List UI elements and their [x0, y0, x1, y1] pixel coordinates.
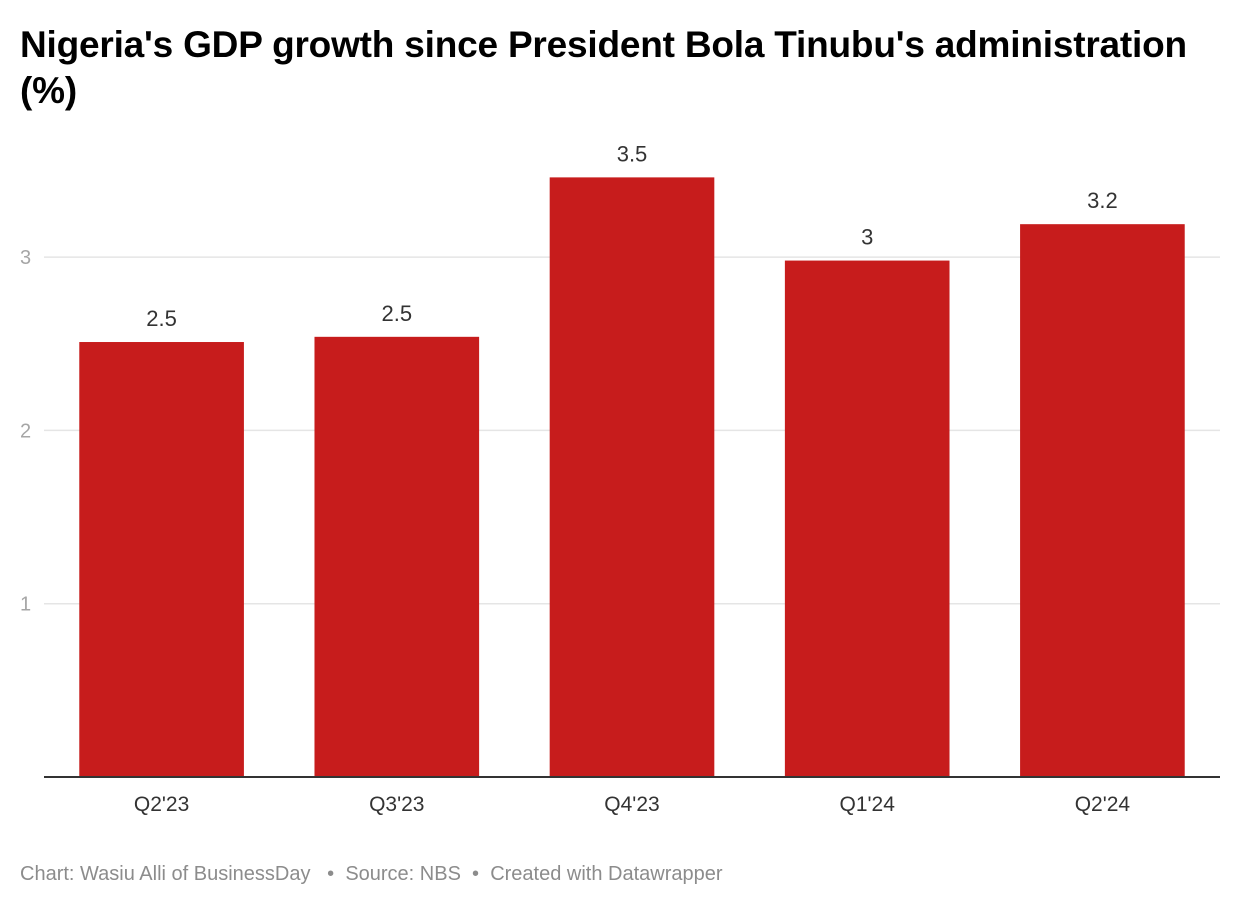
y-tick-label: 1 [20, 594, 31, 616]
bar [549, 177, 715, 777]
bar-value-label: 3 [861, 225, 873, 250]
x-tick-label: Q4'23 [604, 793, 659, 816]
bar [784, 260, 950, 777]
bar-value-label: 2.5 [146, 306, 177, 331]
chart-title: Nigeria's GDP growth since President Bol… [20, 24, 1187, 111]
x-tick-label: Q2'23 [134, 793, 189, 816]
bar [1020, 224, 1185, 778]
y-tick-label: 2 [20, 420, 31, 442]
bar-value-label: 3.2 [1087, 188, 1118, 213]
chart-footer: Chart: Wasiu Alli of BusinessDay • Sourc… [20, 862, 723, 886]
footer-credit: Chart: Wasiu Alli of BusinessDay [20, 863, 311, 885]
x-tick-label: Q2'24 [1075, 793, 1131, 816]
footer-tool: Created with Datawrapper [490, 863, 723, 885]
y-tick-label: 3 [20, 247, 31, 269]
value-labels: 2.5 2.5 3.5 3 3.2 [146, 141, 1117, 331]
x-tick-label: Q1'24 [840, 793, 896, 816]
footer-separator: • [472, 863, 480, 885]
bar [314, 336, 480, 777]
bar-value-label: 2.5 [382, 301, 413, 326]
footer-source: Source: NBS [345, 863, 461, 885]
x-tick-label: Q3'23 [369, 793, 424, 816]
bar [79, 342, 244, 777]
axes: 1 2 3 Q2'23 Q3'23 Q4'23 Q1'24 Q2'24 [20, 247, 1220, 816]
footer-separator: • [327, 863, 335, 885]
bar-value-label: 3.5 [617, 141, 648, 166]
bars [79, 177, 1185, 778]
